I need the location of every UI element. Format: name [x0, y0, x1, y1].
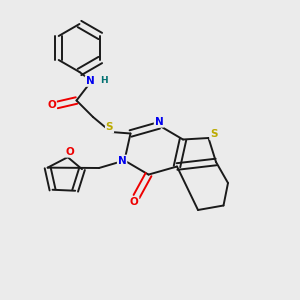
Text: O: O: [66, 147, 74, 157]
Text: O: O: [130, 197, 139, 207]
Text: N: N: [154, 117, 164, 127]
Text: S: S: [106, 122, 113, 133]
Text: N: N: [118, 155, 127, 166]
Text: H: H: [100, 76, 107, 85]
Text: O: O: [47, 100, 56, 110]
Text: S: S: [210, 129, 218, 140]
Text: N: N: [85, 76, 94, 86]
